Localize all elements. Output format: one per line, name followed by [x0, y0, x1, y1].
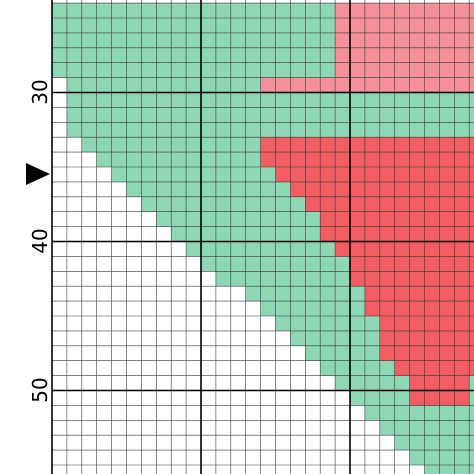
- green-stitch-band: [409, 450, 474, 465]
- red-stitch-block: [320, 226, 474, 242]
- green-stitch-band: [66, 92, 474, 108]
- red-stitch-block: [335, 241, 474, 257]
- red-stitch-block: [260, 137, 474, 153]
- green-stitch-band: [394, 435, 474, 451]
- pink-stitch-block: [335, 62, 474, 78]
- pink-stitch-block: [335, 3, 474, 18]
- red-stitch-block: [379, 316, 474, 331]
- green-stitch-band: [66, 122, 474, 138]
- red-stitch-block: [305, 196, 474, 212]
- red-stitch-block: [350, 271, 474, 287]
- red-stitch-block: [320, 211, 474, 227]
- green-stitch-band: [364, 405, 474, 421]
- red-stitch-block: [394, 360, 474, 376]
- triangle-right-icon[interactable]: [26, 163, 50, 185]
- red-stitch-block: [364, 301, 474, 316]
- pink-stitch-block: [335, 32, 474, 48]
- red-stitch-block: [260, 152, 474, 167]
- red-stitch-block: [379, 345, 474, 361]
- pink-stitch-block: [260, 77, 474, 93]
- green-stitch-band: [66, 107, 474, 123]
- green-stitch-band: [379, 420, 474, 436]
- pink-stitch-block: [335, 18, 474, 33]
- row-label-30: 30: [28, 79, 52, 105]
- red-stitch-block: [364, 286, 474, 302]
- red-stitch-block: [350, 256, 474, 272]
- red-stitch-block: [379, 330, 474, 346]
- row-label-40: 40: [28, 228, 52, 254]
- row-label-50: 50: [28, 377, 52, 403]
- pink-stitch-block: [335, 47, 474, 63]
- green-stitch-band: [424, 465, 474, 474]
- red-stitch-block: [290, 181, 474, 197]
